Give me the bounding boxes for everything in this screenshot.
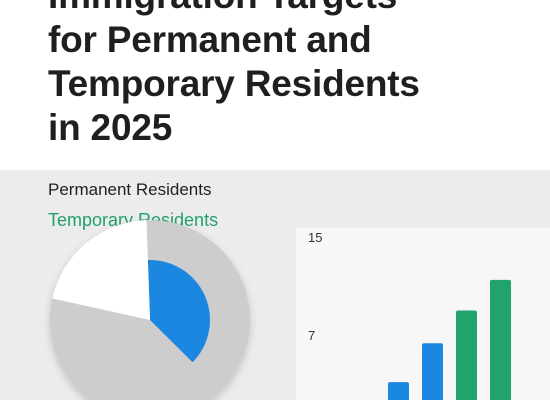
pie-slice-temporary: [50, 298, 221, 400]
bar-permanent-2: [422, 343, 443, 400]
title-line-3: Temporary Residents: [48, 63, 420, 104]
y-tick-label: 7: [308, 328, 315, 343]
bar-chart: 15 7: [308, 230, 511, 400]
bar-temporary-1: [456, 310, 477, 400]
legend-permanent-residents: Permanent Residents: [48, 180, 212, 199]
chart-title: Immigration Targets for Permanent and Te…: [48, 0, 548, 150]
title-line-2: for Permanent and: [48, 19, 372, 60]
pie-slice-other: [52, 220, 150, 320]
title-line-1: Immigration Targets: [48, 0, 548, 18]
pie-chart: [50, 220, 250, 400]
pie-slice-permanent: [147, 260, 211, 363]
bar-permanent-1: [388, 382, 409, 400]
y-tick-label: 15: [308, 230, 322, 245]
title-line-4: in 2025: [48, 107, 173, 148]
bar-temporary-2: [490, 279, 511, 400]
